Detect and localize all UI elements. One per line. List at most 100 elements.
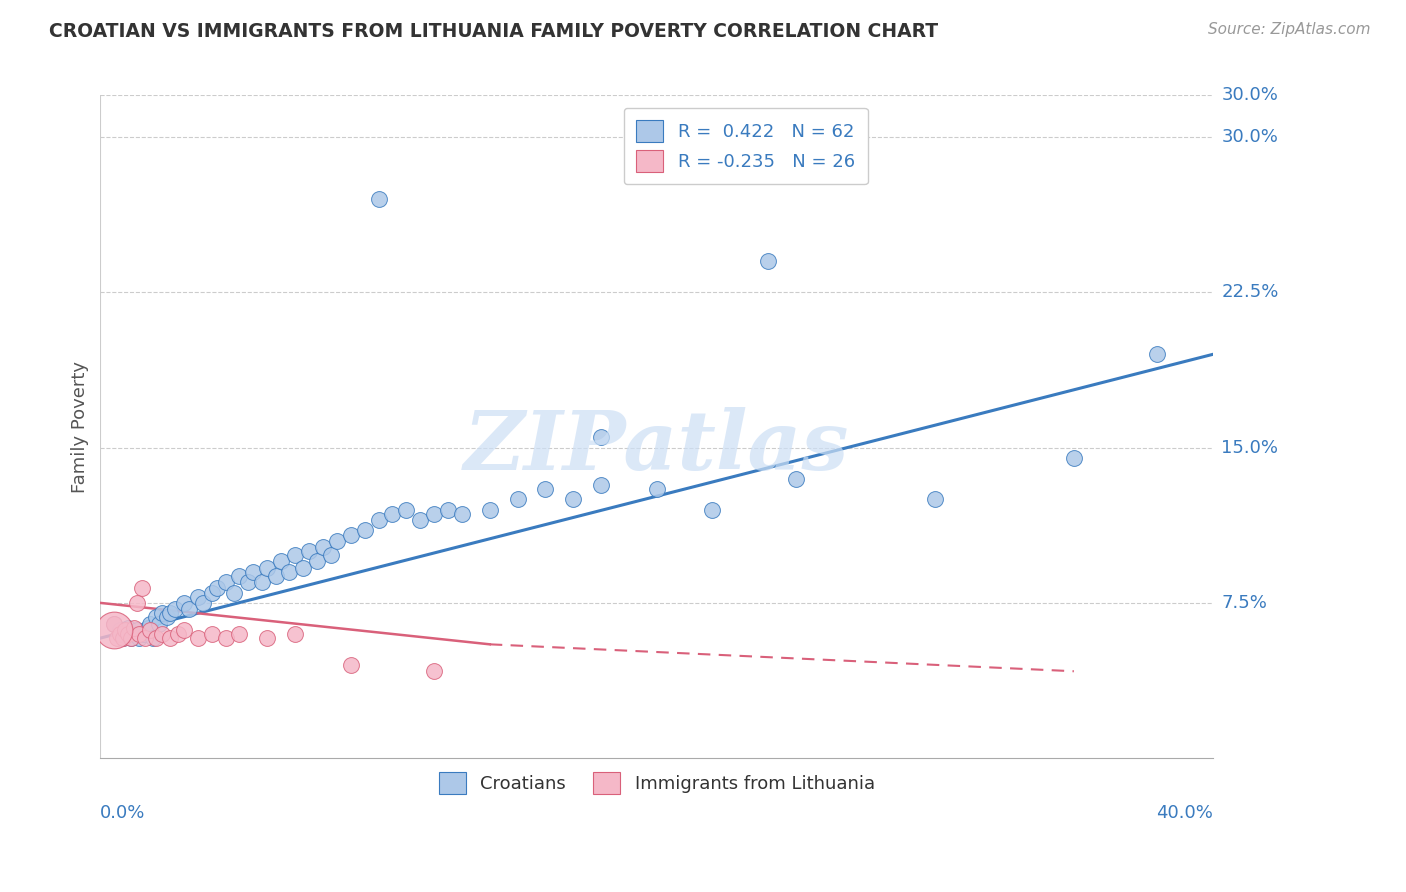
Point bbox=[228, 627, 250, 641]
Point bbox=[120, 631, 142, 645]
Point bbox=[222, 585, 245, 599]
Point bbox=[702, 502, 724, 516]
Point bbox=[256, 560, 278, 574]
Point bbox=[111, 631, 134, 645]
Text: 30.0%: 30.0% bbox=[1222, 128, 1278, 145]
Point bbox=[589, 430, 612, 444]
Text: 7.5%: 7.5% bbox=[1222, 594, 1267, 612]
Point bbox=[270, 554, 292, 568]
Point bbox=[478, 502, 501, 516]
Point bbox=[326, 533, 349, 548]
Point bbox=[145, 610, 167, 624]
Text: 0.0%: 0.0% bbox=[100, 804, 146, 822]
Point bbox=[128, 627, 150, 641]
Point bbox=[381, 507, 404, 521]
Point bbox=[423, 665, 446, 679]
Point bbox=[108, 627, 131, 641]
Point bbox=[367, 192, 389, 206]
Y-axis label: Family Poverty: Family Poverty bbox=[72, 360, 89, 492]
Point bbox=[214, 631, 236, 645]
Point bbox=[339, 527, 361, 541]
Point bbox=[108, 623, 131, 637]
Point bbox=[339, 658, 361, 673]
Point bbox=[139, 623, 162, 637]
Point bbox=[173, 623, 195, 637]
Point bbox=[437, 502, 460, 516]
Point bbox=[103, 616, 125, 631]
Text: ZIPatlas: ZIPatlas bbox=[464, 407, 849, 487]
Point bbox=[122, 627, 145, 641]
Point bbox=[924, 492, 946, 507]
Point bbox=[150, 607, 173, 621]
Point bbox=[785, 472, 807, 486]
Point bbox=[125, 596, 148, 610]
Point bbox=[145, 631, 167, 645]
Point bbox=[292, 560, 315, 574]
Point bbox=[111, 631, 134, 645]
Point bbox=[321, 548, 343, 562]
Point bbox=[114, 623, 136, 637]
Point bbox=[159, 631, 181, 645]
Point bbox=[117, 627, 139, 641]
Point bbox=[284, 627, 307, 641]
Point bbox=[250, 575, 273, 590]
Point bbox=[589, 478, 612, 492]
Point bbox=[187, 590, 209, 604]
Point bbox=[117, 621, 139, 635]
Point bbox=[134, 627, 156, 641]
Point bbox=[122, 621, 145, 635]
Point bbox=[409, 513, 432, 527]
Point bbox=[131, 582, 153, 596]
Point bbox=[159, 607, 181, 621]
Point bbox=[534, 482, 557, 496]
Point bbox=[284, 548, 307, 562]
Point bbox=[256, 631, 278, 645]
Point bbox=[150, 627, 173, 641]
Point bbox=[134, 631, 156, 645]
Point bbox=[136, 621, 159, 635]
Text: 40.0%: 40.0% bbox=[1156, 804, 1213, 822]
Point bbox=[423, 507, 446, 521]
Point bbox=[205, 582, 228, 596]
Point bbox=[128, 631, 150, 645]
Point bbox=[298, 544, 321, 558]
Point bbox=[201, 585, 224, 599]
Point bbox=[131, 627, 153, 641]
Point bbox=[451, 507, 474, 521]
Point bbox=[201, 627, 224, 641]
Point bbox=[1146, 347, 1168, 361]
Point bbox=[139, 616, 162, 631]
Point bbox=[307, 554, 329, 568]
Point bbox=[367, 513, 389, 527]
Point bbox=[120, 631, 142, 645]
Text: Source: ZipAtlas.com: Source: ZipAtlas.com bbox=[1208, 22, 1371, 37]
Point bbox=[278, 565, 301, 579]
Text: 22.5%: 22.5% bbox=[1222, 283, 1278, 301]
Point bbox=[187, 631, 209, 645]
Point bbox=[179, 602, 201, 616]
Point bbox=[214, 575, 236, 590]
Point bbox=[236, 575, 259, 590]
Point bbox=[156, 610, 179, 624]
Text: CROATIAN VS IMMIGRANTS FROM LITHUANIA FAMILY POVERTY CORRELATION CHART: CROATIAN VS IMMIGRANTS FROM LITHUANIA FA… bbox=[49, 22, 938, 41]
Point bbox=[1063, 450, 1085, 465]
Point bbox=[165, 602, 187, 616]
Point bbox=[114, 627, 136, 641]
Point bbox=[148, 616, 170, 631]
Point bbox=[242, 565, 264, 579]
Point bbox=[173, 596, 195, 610]
Point bbox=[228, 569, 250, 583]
Point bbox=[395, 502, 418, 516]
Text: 15.0%: 15.0% bbox=[1222, 439, 1278, 457]
Point bbox=[193, 596, 215, 610]
Point bbox=[103, 616, 125, 631]
Point bbox=[103, 623, 125, 637]
Point bbox=[353, 524, 375, 538]
Point bbox=[125, 623, 148, 637]
Text: 30.0%: 30.0% bbox=[1222, 87, 1278, 104]
Point bbox=[105, 631, 128, 645]
Point bbox=[506, 492, 529, 507]
Legend: Croatians, Immigrants from Lithuania: Croatians, Immigrants from Lithuania bbox=[425, 758, 889, 809]
Point bbox=[167, 627, 190, 641]
Point bbox=[142, 631, 165, 645]
